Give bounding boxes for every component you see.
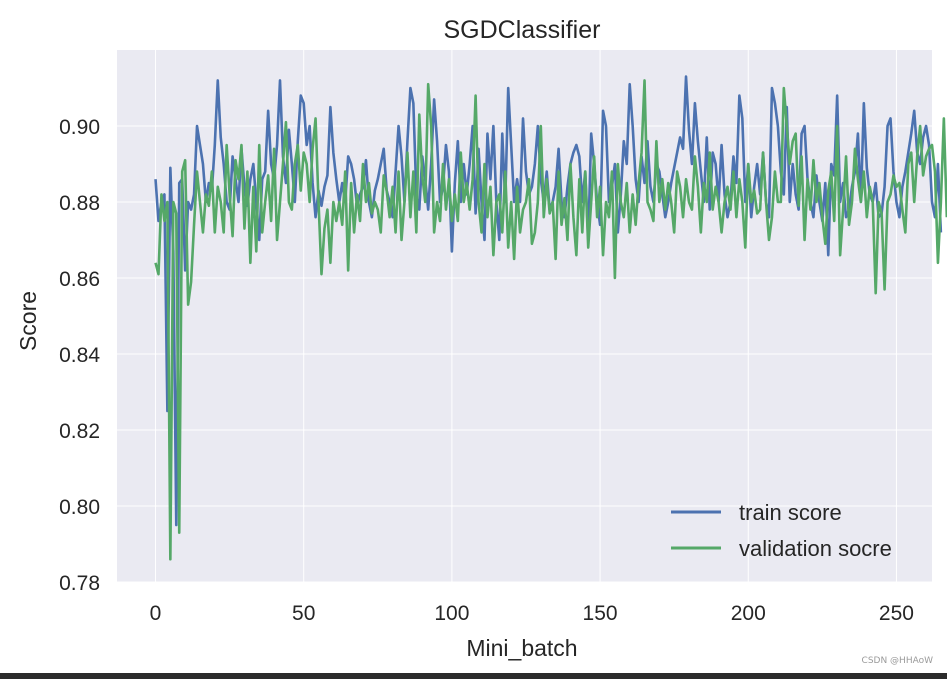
x-axis-label: Mini_batch	[466, 635, 577, 661]
watermark: CSDN @HHAoW	[861, 656, 933, 666]
series-lines	[154, 75, 947, 561]
x-tick-label: 50	[292, 602, 315, 625]
legend-label: validation socre	[739, 536, 892, 561]
y-axis-ticks: 0.78 0.80 0.82 0.84 0.86 0.88 0.90	[59, 116, 100, 595]
legend: train score validation socre	[671, 500, 892, 561]
bottom-border	[0, 673, 947, 679]
y-tick-label: 0.78	[59, 572, 100, 595]
x-axis-ticks: 0 50 100 150 200 250	[150, 602, 914, 625]
chart-title: SGDClassifier	[444, 16, 601, 44]
y-tick-label: 0.80	[59, 496, 100, 519]
x-tick-label: 100	[434, 602, 469, 625]
y-tick-label: 0.90	[59, 116, 100, 139]
y-tick-label: 0.82	[59, 420, 100, 443]
y-tick-label: 0.84	[59, 344, 100, 367]
series-line-validation-socre	[154, 79, 947, 561]
x-tick-label: 200	[731, 602, 766, 625]
y-axis-label: Score	[15, 291, 41, 351]
x-tick-label: 250	[879, 602, 914, 625]
x-tick-label: 150	[583, 602, 618, 625]
y-tick-label: 0.88	[59, 192, 100, 215]
legend-label: train score	[739, 500, 842, 525]
x-tick-label: 0	[150, 602, 162, 625]
y-tick-label: 0.86	[59, 268, 100, 291]
gridlines	[117, 50, 932, 583]
